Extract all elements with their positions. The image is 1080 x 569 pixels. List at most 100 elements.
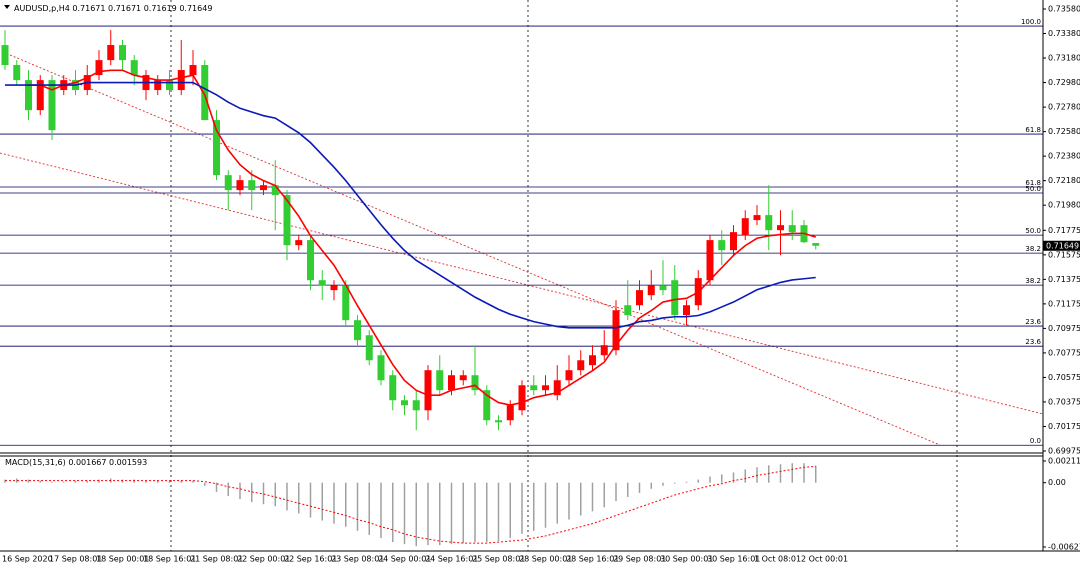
candle-body	[448, 375, 455, 391]
candle-body	[542, 385, 549, 391]
y-tick-label: 0.70575	[1048, 373, 1080, 382]
y-tick-label: 0.71375	[1048, 275, 1080, 284]
x-tick-label: 21 Sep 08:01	[190, 555, 243, 564]
current-price: 0.71649	[1046, 241, 1079, 250]
x-tick-label: 2 Oct 00:01	[801, 555, 848, 564]
y-tick-label: 0.73580	[1048, 5, 1080, 14]
macd-panel	[4, 463, 817, 547]
level-label: 100.0	[1021, 18, 1041, 26]
candle-body	[1, 45, 9, 66]
level-label: 0.0	[1030, 437, 1041, 445]
level-label: 38.2	[1025, 277, 1041, 285]
x-tick-label: 28 Sep 00:01	[519, 555, 572, 564]
y-tick-label: 0.70975	[1048, 324, 1080, 333]
moving-average	[28, 69, 816, 406]
x-tick-label: 18 Sep 16:01	[143, 555, 196, 564]
y-tick-label: 0.69975	[1048, 447, 1080, 456]
y-tick-label: 0.72780	[1048, 103, 1080, 112]
candle-body	[189, 65, 197, 76]
candle-body	[283, 195, 291, 246]
candle-body	[706, 240, 714, 281]
candle-body	[765, 215, 773, 231]
candle-body	[201, 65, 209, 121]
candle-body	[530, 385, 538, 391]
close-value: 0.71649	[179, 4, 212, 13]
candle-body	[730, 232, 737, 251]
candle-body	[553, 380, 561, 396]
x-tick-label: 30 Sep 16:01	[707, 555, 760, 564]
level-label: 61.8	[1025, 126, 1041, 134]
y-tick-label: 0.71775	[1048, 226, 1080, 235]
candle-body	[600, 345, 608, 356]
y-tick-label: 0.71175	[1048, 299, 1080, 308]
x-tick-label: 18 Sep 00:01	[96, 555, 149, 564]
candle-body	[718, 240, 726, 251]
candle-body	[213, 120, 220, 176]
period-separators	[170, 0, 958, 551]
candle-body	[624, 305, 632, 316]
y-tick-label: 0.70775	[1048, 348, 1080, 357]
candle-body	[307, 240, 314, 281]
level-label: 61.8	[1025, 179, 1041, 187]
x-tick-label: 22 Sep 16:01	[284, 555, 337, 564]
candle-body	[119, 45, 126, 61]
y-tick-label: 0.002116	[1048, 457, 1080, 466]
candle-body	[506, 405, 514, 421]
candle-body	[365, 335, 373, 361]
candle-body	[647, 285, 655, 296]
trend-lines	[0, 54, 1044, 446]
candle-body	[354, 320, 361, 341]
candle-body	[412, 400, 420, 411]
candle-body	[330, 285, 338, 291]
trend-line	[9, 54, 941, 446]
candle-body	[741, 218, 749, 236]
y-tick-label: 0.72580	[1048, 127, 1080, 136]
candle-body	[48, 80, 56, 131]
macd-value: 0.001667	[68, 458, 106, 467]
candle-body	[777, 225, 784, 231]
candle-body	[612, 310, 620, 351]
candle-body	[577, 360, 585, 371]
candle-body	[589, 355, 596, 366]
x-tick-label: 25 Sep 08:01	[472, 555, 525, 564]
x-tick-label: 30 Sep 00:01	[660, 555, 713, 564]
macd-header: MACD(15,31,6) 0.001667 0.001593	[5, 458, 147, 467]
trend-line	[0, 152, 1044, 415]
candle-body	[483, 390, 491, 421]
y-tick-label: 0.70375	[1048, 397, 1080, 406]
signal-line	[5, 465, 816, 544]
candle-body	[389, 375, 397, 401]
candle-body	[788, 225, 796, 233]
y-tick-label: 0.72380	[1048, 152, 1080, 161]
x-tick-label: 16 Sep 2020	[2, 555, 53, 564]
level-label: 38.2	[1025, 245, 1041, 253]
candle-body	[260, 185, 267, 191]
candle-body	[377, 355, 385, 381]
candle-body	[166, 80, 173, 91]
open-value: 0.71671	[72, 4, 105, 13]
candle-body	[271, 185, 279, 196]
y-tick-label: 0.71575	[1048, 250, 1080, 259]
candle-body	[318, 280, 326, 286]
moving-average	[5, 81, 816, 329]
level-label: 50.0	[1025, 185, 1041, 193]
price-tag	[1043, 240, 1080, 251]
candle-body	[812, 243, 820, 246]
candle-body	[495, 420, 502, 423]
candle-body	[25, 80, 32, 111]
candle-body	[753, 215, 761, 221]
y-tick-label: 0.73180	[1048, 54, 1080, 63]
level-label: 23.6	[1025, 318, 1041, 326]
x-tick-label: 24 Sep 00:01	[378, 555, 431, 564]
menu-arrow[interactable]	[4, 5, 10, 9]
x-tick-label: 24 Sep 16:01	[425, 555, 478, 564]
candle-body	[36, 80, 44, 111]
candle-body	[424, 370, 432, 411]
x-tick-label: 23 Sep 08:01	[331, 555, 384, 564]
candle-body	[95, 60, 103, 76]
chart-header: AUDUSD,p,H4 0.71671 0.71671 0.71619 0.71…	[14, 4, 212, 13]
candle-body	[565, 370, 573, 381]
x-tick-label: 28 Sep 16:01	[566, 555, 619, 564]
candle-body	[459, 375, 467, 381]
